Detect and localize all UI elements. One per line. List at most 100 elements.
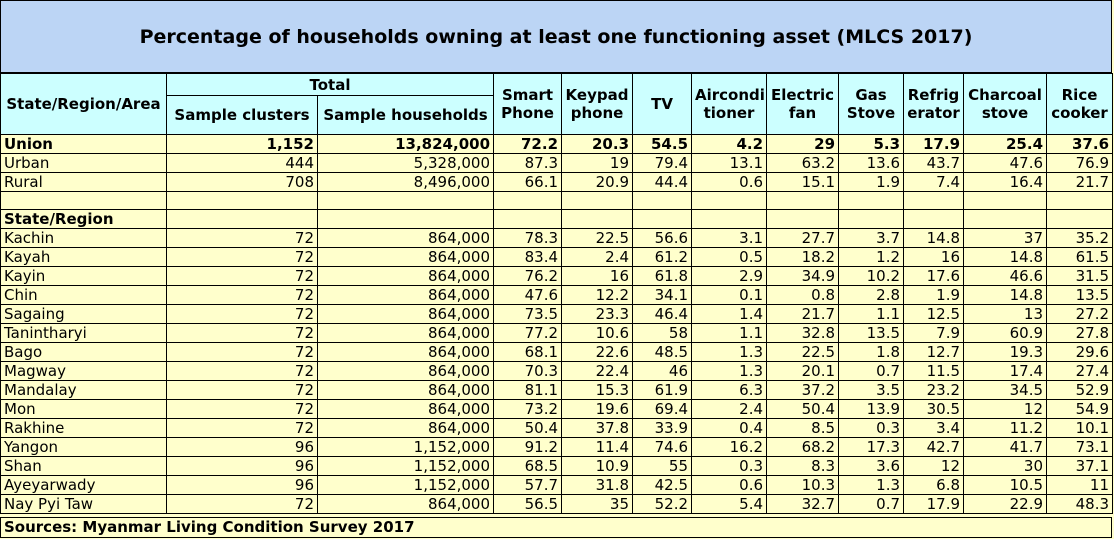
table-row: Kayah 72 864,000 83.4 2.4 61.2 0.5 18.2 1.2 16 14.…	[0, 247, 1114, 267]
cell-fan: 8.3	[766, 456, 840, 476]
cell-households: 1,152,000	[316, 475, 495, 495]
cell-clusters: 72	[166, 399, 318, 419]
cell-charcoal: 47.6	[963, 153, 1048, 173]
cell-gas: 1.9	[838, 172, 905, 192]
cell-rice: 10.1	[1046, 418, 1114, 438]
blank-cell	[838, 191, 905, 210]
cell-tv: 44.4	[632, 172, 693, 192]
cell-aircon: 0.1	[691, 285, 768, 305]
cell-tv: 69.4	[632, 399, 693, 419]
cell-tv: 34.1	[632, 285, 693, 305]
cell-clusters: 72	[166, 323, 318, 343]
cell-keypad: 23.3	[561, 304, 634, 324]
cell-fan: 0.8	[766, 285, 840, 305]
cell-keypad: 37.8	[561, 418, 634, 438]
cell-aircon: 0.4	[691, 418, 768, 438]
cell-smart: 68.1	[493, 342, 563, 362]
cell-charcoal: 37	[963, 228, 1048, 248]
cell-rice: 31.5	[1046, 266, 1114, 286]
table-row: Magway 72 864,000 70.3 22.4 46 1.3 20.1 0.7 11.5 1…	[0, 361, 1114, 381]
cell-charcoal: 22.9	[963, 494, 1048, 514]
table-row: Mon 72 864,000 73.2 19.6 69.4 2.4 50.4 13.9 30.5 1…	[0, 399, 1114, 419]
cell-charcoal: 12	[963, 399, 1048, 419]
cell-smart: 87.3	[493, 153, 563, 173]
cell-fan: 34.9	[766, 266, 840, 286]
cell-smart: 76.2	[493, 266, 563, 286]
cell-households: 864,000	[316, 399, 495, 419]
blank-cell	[493, 191, 563, 210]
blank-cell	[166, 191, 318, 210]
cell-households: 864,000	[316, 266, 495, 286]
cell-fridge: 11.5	[903, 361, 965, 381]
cell-clusters: 72	[166, 494, 318, 514]
cell-rice: 29.6	[1046, 342, 1114, 362]
cell-tv: 54.5	[632, 134, 693, 154]
cell-fridge: 12.7	[903, 342, 965, 362]
section-row: State/Region	[0, 209, 1114, 229]
cell-fan: 21.7	[766, 304, 840, 324]
cell-gas: 1.8	[838, 342, 905, 362]
table-row: Mandalay 72 864,000 81.1 15.3 61.9 6.3 37.2 3.5 2…	[0, 380, 1114, 400]
blank-cell	[316, 191, 495, 210]
cell-clusters: 708	[166, 172, 318, 192]
cell-households: 5,328,000	[316, 153, 495, 173]
blank-cell	[691, 209, 768, 229]
cell-tv: 48.5	[632, 342, 693, 362]
cell-fan: 18.2	[766, 247, 840, 267]
cell-households: 864,000	[316, 228, 495, 248]
cell-households: 1,152,000	[316, 437, 495, 457]
cell-name: Kayin	[0, 266, 167, 286]
cell-gas: 1.1	[838, 304, 905, 324]
cell-rice: 48.3	[1046, 494, 1114, 514]
cell-clusters: 96	[166, 456, 318, 476]
cell-charcoal: 17.4	[963, 361, 1048, 381]
cell-fridge: 7.9	[903, 323, 965, 343]
cell-smart: 57.7	[493, 475, 563, 495]
cell-gas: 1.2	[838, 247, 905, 267]
cell-keypad: 11.4	[561, 437, 634, 457]
cell-aircon: 5.4	[691, 494, 768, 514]
cell-clusters: 72	[166, 304, 318, 324]
spacer-row	[0, 191, 1114, 210]
cell-households: 864,000	[316, 418, 495, 438]
header-rice-cooker: Rice cooker	[1046, 73, 1114, 135]
cell-rice: 76.9	[1046, 153, 1114, 173]
cell-fridge: 17.6	[903, 266, 965, 286]
cell-charcoal: 13	[963, 304, 1048, 324]
cell-fridge: 6.8	[903, 475, 965, 495]
cell-smart: 56.5	[493, 494, 563, 514]
cell-tv: 74.6	[632, 437, 693, 457]
cell-charcoal: 10.5	[963, 475, 1048, 495]
cell-keypad: 20.9	[561, 172, 634, 192]
cell-charcoal: 30	[963, 456, 1048, 476]
cell-smart: 83.4	[493, 247, 563, 267]
cell-tv: 58	[632, 323, 693, 343]
table-row: Union 1,152 13,824,000 72.2 20.3 54.5 4.2 29 5.3…	[0, 134, 1114, 154]
header-area: State/Region/Area	[0, 73, 167, 135]
cell-rice: 27.4	[1046, 361, 1114, 381]
cell-gas: 5.3	[838, 134, 905, 154]
blank-cell	[561, 191, 634, 210]
cell-fan: 22.5	[766, 342, 840, 362]
cell-keypad: 22.6	[561, 342, 634, 362]
cell-charcoal: 41.7	[963, 437, 1048, 457]
cell-fan: 20.1	[766, 361, 840, 381]
cell-keypad: 22.5	[561, 228, 634, 248]
cell-households: 864,000	[316, 494, 495, 514]
cell-name: Tanintharyi	[0, 323, 167, 343]
cell-smart: 70.3	[493, 361, 563, 381]
cell-households: 864,000	[316, 247, 495, 267]
cell-charcoal: 11.2	[963, 418, 1048, 438]
cell-households: 864,000	[316, 380, 495, 400]
cell-clusters: 96	[166, 475, 318, 495]
header-total: Total	[165, 73, 495, 96]
cell-keypad: 15.3	[561, 380, 634, 400]
table-row: Nay Pyi Taw 72 864,000 56.5 35 52.2 5.4 32.7 0.7…	[0, 494, 1114, 514]
table-row: Yangon 96 1,152,000 91.2 11.4 74.6 16.2 68.2 17.…	[0, 437, 1114, 457]
cell-name: Sagaing	[0, 304, 167, 324]
cell-households: 1,152,000	[316, 456, 495, 476]
cell-smart: 68.5	[493, 456, 563, 476]
cell-aircon: 1.3	[691, 342, 768, 362]
cell-name: Ayeyarwady	[0, 475, 167, 495]
cell-name: Kayah	[0, 247, 167, 267]
